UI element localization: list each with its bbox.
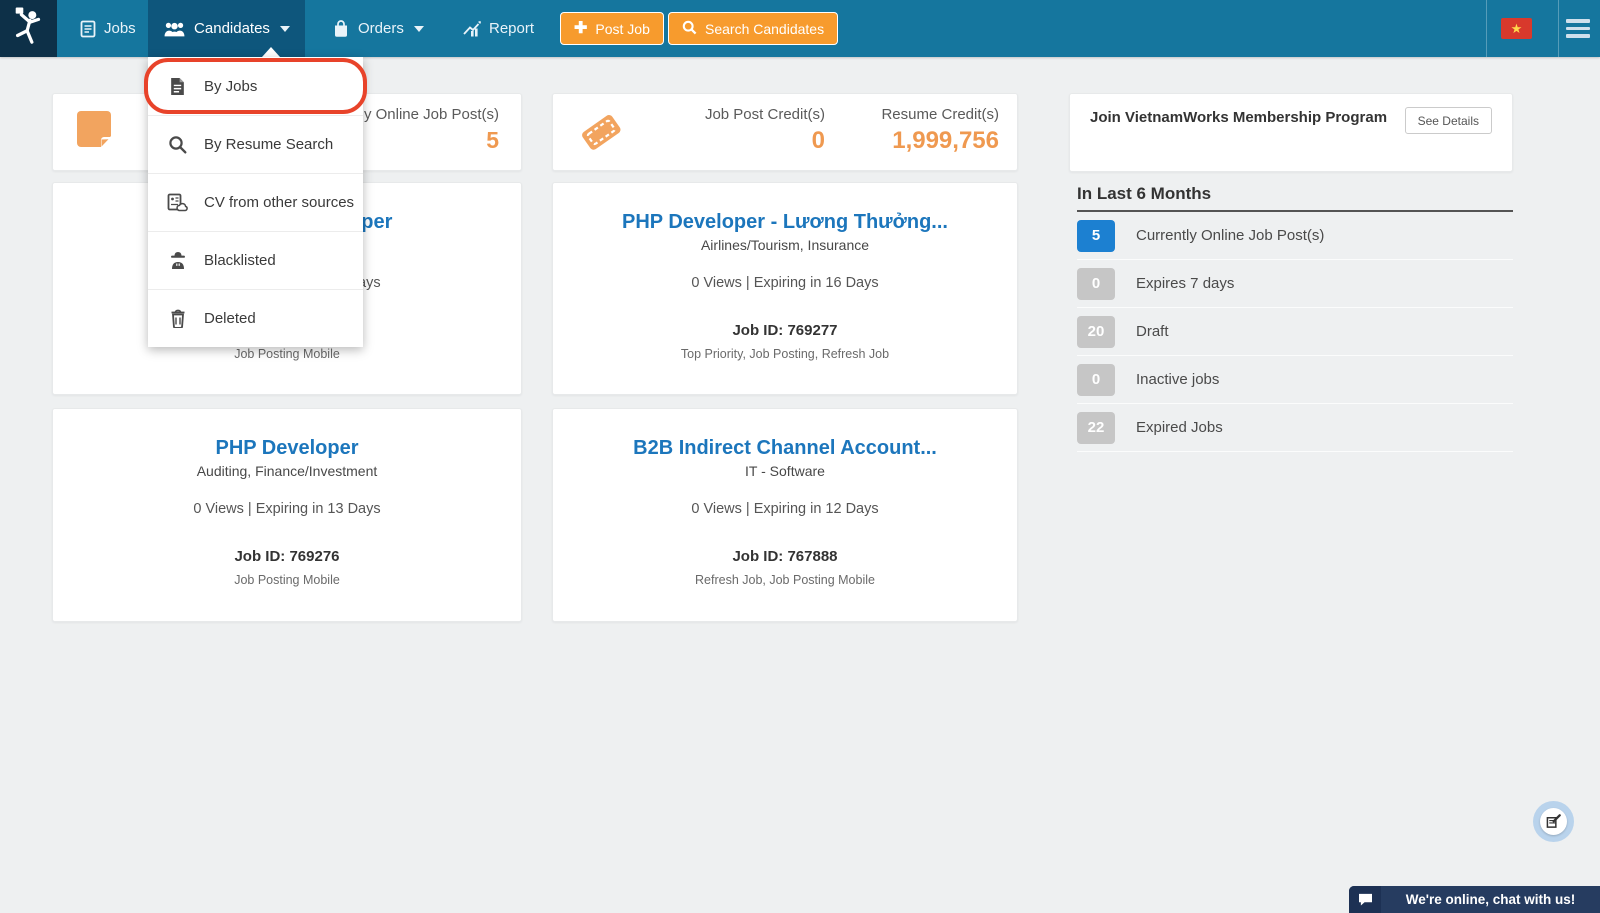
nav-divider [1486, 0, 1487, 57]
summary-row-inactive-jobs[interactable]: 0 Inactive jobs [1077, 356, 1513, 404]
job-card: PHP Developer - Lương Thưởng... Airlines… [552, 182, 1018, 395]
plus-icon: ✚ [574, 19, 588, 37]
job-views-expiry: 0 Views | Expiring in 13 Days [193, 501, 381, 517]
spy-icon [167, 251, 188, 270]
count-badge: 20 [1077, 315, 1115, 348]
summary-row-draft[interactable]: 20 Draft [1077, 308, 1513, 356]
job-industry: Airlines/Tourism, Insurance [700, 237, 870, 253]
count-badge: 5 [1077, 219, 1115, 252]
nav-divider [1558, 0, 1559, 57]
count-badge: 0 [1077, 267, 1115, 300]
see-details-button[interactable]: See Details [1404, 107, 1492, 134]
document-icon [80, 20, 96, 38]
nav-label: Jobs [104, 20, 136, 37]
menu-item-deleted[interactable]: Deleted [148, 289, 363, 347]
vietnamworks-logo[interactable] [0, 0, 57, 57]
membership-title: Join VietnamWorks Membership Program [1090, 109, 1388, 126]
stat-label: Resume Credit(s) [881, 106, 999, 123]
chevron-down-icon [279, 25, 290, 32]
language-flag-button[interactable]: ★ [1501, 18, 1532, 39]
job-views-expiry: 0 Views | Expiring in 12 Days [691, 501, 879, 517]
dropdown-caret [262, 47, 280, 57]
membership-card: Join VietnamWorks Membership Program See… [1069, 93, 1513, 172]
chat-bubble-icon [1349, 886, 1381, 913]
chevron-down-icon [413, 25, 424, 32]
note-icon [76, 110, 112, 153]
last-6-months-panel: In Last 6 Months 5 Currently Online Job … [1077, 184, 1513, 452]
menu-item-blacklisted[interactable]: Blacklisted [148, 231, 363, 289]
menu-button[interactable] [1566, 19, 1590, 38]
job-id: Job ID: 769276 [234, 548, 340, 565]
job-card: B2B Indirect Channel Account... IT - Sof… [552, 408, 1018, 622]
top-navbar: Jobs Candidates Orders [0, 0, 1600, 57]
job-views-expiry: 0 Views | Expiring in 16 Days [691, 275, 879, 291]
nav-item-candidates[interactable]: Candidates [148, 0, 305, 57]
cv-cloud-icon [167, 193, 188, 213]
shopping-bag-icon [332, 19, 350, 38]
credits-stat-card: Job Post Credit(s) 0 Resume Credit(s) 1,… [552, 93, 1018, 171]
summary-row-expires-7-days[interactable]: 0 Expires 7 days [1077, 260, 1513, 308]
post-job-button[interactable]: ✚ Post Job [560, 12, 664, 45]
jumping-person-icon [10, 6, 48, 51]
search-icon [167, 135, 188, 154]
stat-value: 0 [811, 127, 825, 154]
live-chat-bar[interactable]: We're online, chat with us! [1349, 886, 1600, 913]
job-service-tags: Top Priority, Job Posting, Refresh Job [680, 347, 890, 361]
stat-value: 5 [486, 127, 499, 153]
menu-item-by-jobs[interactable]: By Jobs [148, 57, 363, 115]
job-id: Job ID: 769277 [732, 322, 838, 339]
nav-label: Candidates [194, 20, 270, 37]
file-icon [167, 77, 188, 96]
job-service-tags: Refresh Job, Job Posting Mobile [695, 573, 875, 587]
search-icon [682, 20, 697, 38]
stat-resume-credits: Resume Credit(s) 1,999,756 [881, 106, 999, 155]
ticket-icon [577, 106, 625, 159]
summary-row-online-jobs[interactable]: 5 Currently Online Job Post(s) [1077, 212, 1513, 260]
nav-item-orders[interactable]: Orders [332, 0, 424, 57]
nav-item-report[interactable]: Report [462, 0, 534, 57]
job-card: PHP Developer Auditing, Finance/Investme… [52, 408, 522, 622]
job-title-link[interactable]: PHP Developer [215, 437, 359, 459]
people-icon [163, 21, 186, 37]
job-industry: IT - Software [745, 463, 825, 479]
nav-item-jobs[interactable]: Jobs [80, 0, 136, 57]
trash-icon [167, 309, 188, 328]
count-badge: 22 [1077, 411, 1115, 444]
job-service-tags: Job Posting Mobile [234, 347, 340, 361]
job-title-link[interactable]: PHP Developer - Lương Thưởng... [622, 211, 948, 233]
job-industry: Auditing, Finance/Investment [196, 463, 378, 479]
chat-compose-button[interactable] [1533, 801, 1574, 842]
chat-message: We're online, chat with us! [1405, 892, 1576, 907]
summary-row-expired-jobs[interactable]: 22 Expired Jobs [1077, 404, 1513, 452]
menu-item-by-resume-search[interactable]: By Resume Search [148, 115, 363, 173]
chart-icon [462, 20, 481, 37]
compose-icon [1540, 808, 1567, 835]
stat-job-post-credits: Job Post Credit(s) 0 [705, 106, 825, 155]
job-service-tags: Job Posting Mobile [234, 573, 340, 587]
panel-title: In Last 6 Months [1077, 184, 1513, 212]
stat-value: 1,999,756 [892, 127, 999, 154]
nav-label: Orders [358, 20, 404, 37]
stat-label: Job Post Credit(s) [704, 106, 825, 123]
count-badge: 0 [1077, 363, 1115, 396]
menu-item-cv-from-other-sources[interactable]: CV from other sources [148, 173, 363, 231]
vietnam-flag-icon: ★ [1510, 21, 1523, 36]
candidates-dropdown-menu: By Jobs By Resume Search CV from other [148, 57, 363, 347]
nav-label: Report [489, 20, 535, 37]
job-id: Job ID: 767888 [732, 548, 838, 565]
search-candidates-button[interactable]: Search Candidates [668, 12, 839, 45]
job-title-link[interactable]: B2B Indirect Channel Account... [633, 437, 937, 459]
